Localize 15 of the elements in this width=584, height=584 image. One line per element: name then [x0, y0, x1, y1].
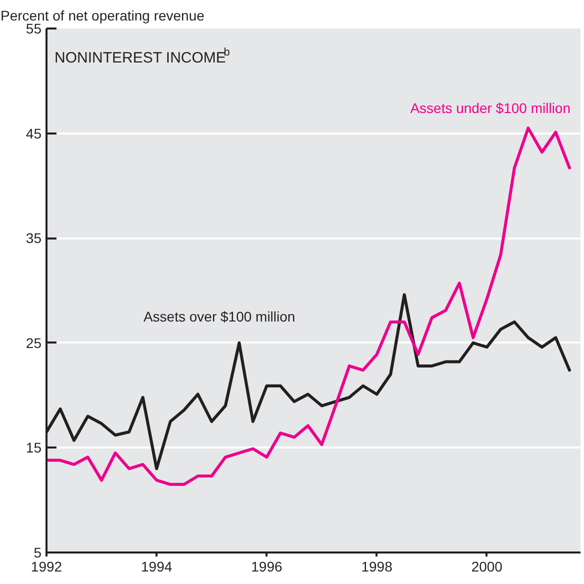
text: Assets over $100 million: [143, 308, 296, 325]
y-tick-label: 45: [26, 125, 42, 142]
y-tick-label: 35: [26, 230, 42, 246]
y-tick-label: 5: [34, 544, 42, 560]
series-label: Assets under $100 million: [410, 100, 571, 116]
x-tick-label: 1994: [141, 558, 172, 574]
y-axis-title: Percent of net operating revenue: [0, 8, 205, 24]
x-tick-label: 1998: [361, 558, 393, 574]
y-tick-label: 55: [26, 20, 42, 36]
x-tick-label: 1992: [30, 558, 62, 574]
y-tick-label: 25: [26, 334, 42, 351]
y-tick-label: 15: [26, 440, 42, 456]
x-tick-label: 1996: [251, 558, 282, 574]
line-series: [46, 126, 571, 486]
x-tick-label: 2000: [471, 558, 503, 574]
